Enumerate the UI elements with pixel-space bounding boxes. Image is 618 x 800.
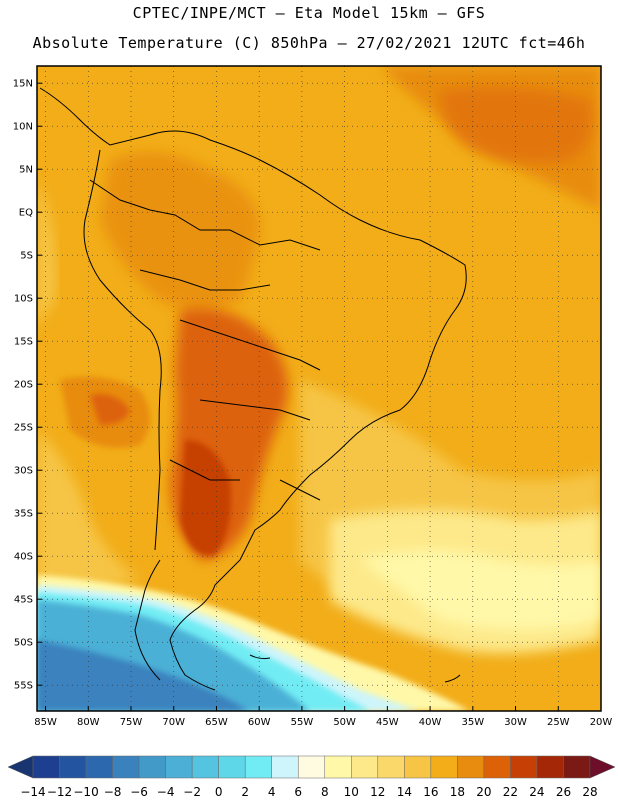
lat-label: 15S <box>14 337 33 348</box>
colorbar-label: 2 <box>241 785 249 799</box>
lon-label: 65W <box>205 717 228 728</box>
lat-label: 40S <box>14 552 33 563</box>
colorbar-swatch <box>377 755 405 779</box>
lat-label: 35S <box>14 509 33 520</box>
map-frame <box>36 65 602 712</box>
colorbar-swatch <box>457 755 485 779</box>
colorbar-label: 20 <box>476 785 491 799</box>
colorbar-label: −8 <box>104 785 122 799</box>
colorbar-label: −4 <box>157 785 175 799</box>
lat-label: 10S <box>14 294 33 305</box>
lat-label: 25S <box>14 423 33 434</box>
lon-label: 45W <box>376 717 399 728</box>
colorbar-labels: −14 −12 −10 −8 −6 −4 −2 0 2 4 6 8 10 12 14 16 18 20 22 24 26… <box>20 785 597 799</box>
map-title-line-2: Absolute Temperature (C) 850hPa – 27/02/… <box>32 34 586 52</box>
colorbar <box>7 755 616 779</box>
lon-label: 80W <box>77 717 100 728</box>
colorbar-swatch <box>218 755 246 779</box>
lat-label: EQ <box>19 208 33 219</box>
colorbar-swatch <box>32 755 60 779</box>
colorbar-swatch <box>324 755 352 779</box>
colorbar-swatch <box>404 755 432 779</box>
colorbar-label: 6 <box>294 785 302 799</box>
colorbar-label: 12 <box>370 785 385 799</box>
lat-label: 10N <box>13 122 33 133</box>
colorbar-label: −6 <box>130 785 148 799</box>
colorbar-swatch <box>536 755 564 779</box>
lat-label: 50S <box>14 638 33 649</box>
lat-label: 5N <box>19 165 33 176</box>
colorbar-max-arrow <box>589 755 616 779</box>
colorbar-label: −12 <box>47 785 72 799</box>
latitude-labels: 15N 10N 5N EQ 5S 10S 15S 20S 25S 30S 35S 40S 45S 50S 5… <box>13 79 42 692</box>
lat-label: 15N <box>13 79 33 90</box>
lat-label: 45S <box>14 595 33 606</box>
colorbar-swatch <box>483 755 511 779</box>
map-gridlines <box>37 66 602 711</box>
lon-label: 85W <box>34 717 57 728</box>
lon-label: 55W <box>291 717 314 728</box>
colorbar-swatch <box>430 755 458 779</box>
lon-label: 35W <box>462 717 485 728</box>
lon-label: 30W <box>504 717 527 728</box>
lon-label: 25W <box>547 717 570 728</box>
colorbar-swatch <box>351 755 379 779</box>
colorbar-min-arrow <box>7 755 34 779</box>
colorbar-swatch <box>297 755 326 779</box>
colorbar-swatch <box>510 755 538 779</box>
colorbar-label: 0 <box>215 785 223 799</box>
lon-label: 70W <box>162 717 185 728</box>
lon-label: 60W <box>248 717 271 728</box>
lon-label: 50W <box>333 717 356 728</box>
longitude-labels: 85W 80W 75W 70W 65W 60W 55W 50W 45W 40W 35W 30W 25W 2… <box>34 706 612 728</box>
lon-label: 40W <box>419 717 442 728</box>
colorbar-label: 22 <box>503 785 518 799</box>
lon-label: 20W <box>590 717 613 728</box>
coastlines <box>39 87 467 691</box>
colorbar-label: −14 <box>20 785 45 799</box>
colorbar-label: 14 <box>397 785 412 799</box>
colorbar-label: 4 <box>268 785 276 799</box>
colorbar-label: 8 <box>321 785 329 799</box>
colorbar-swatch <box>112 755 140 779</box>
lon-label: 75W <box>120 717 143 728</box>
colorbar-label: 28 <box>582 785 597 799</box>
colorbar-label: 24 <box>529 785 544 799</box>
colorbar-label: −2 <box>183 785 201 799</box>
temperature-field <box>37 66 601 711</box>
colorbar-label: 10 <box>344 785 359 799</box>
colorbar-swatch <box>59 755 87 779</box>
colorbar-swatch <box>244 755 272 779</box>
colorbar-swatch <box>191 755 219 779</box>
colorbar-swatch <box>85 755 113 779</box>
lat-label: 20S <box>14 380 33 391</box>
colorbar-swatch <box>563 755 591 779</box>
colorbar-swatch <box>271 755 299 779</box>
colorbar-swatch <box>165 755 193 779</box>
lat-label: 5S <box>20 251 33 262</box>
colorbar-label: 18 <box>450 785 465 799</box>
colorbar-label: −10 <box>73 785 98 799</box>
colorbar-label: 16 <box>423 785 438 799</box>
lat-label: 30S <box>14 466 33 477</box>
map-title-line-1: CPTEC/INPE/MCT – Eta Model 15km – GFS <box>132 4 486 22</box>
colorbar-label: 26 <box>556 785 571 799</box>
lat-label: 55S <box>14 681 33 692</box>
colorbar-swatch <box>138 755 166 779</box>
